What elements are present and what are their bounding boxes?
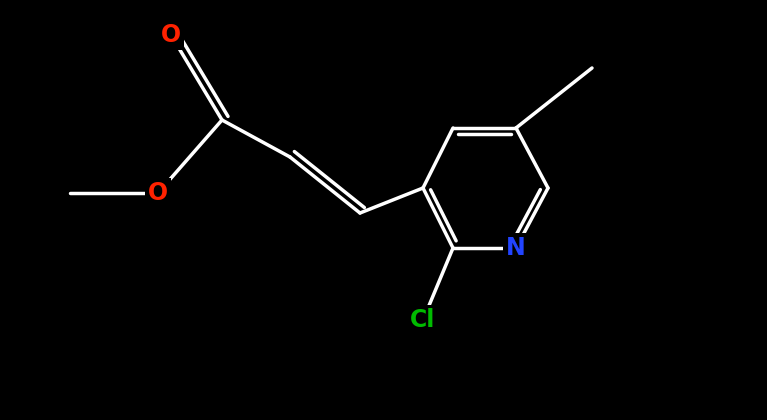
- Text: Cl: Cl: [410, 308, 436, 332]
- Text: O: O: [161, 23, 181, 47]
- Text: N: N: [506, 236, 526, 260]
- Text: O: O: [148, 181, 168, 205]
